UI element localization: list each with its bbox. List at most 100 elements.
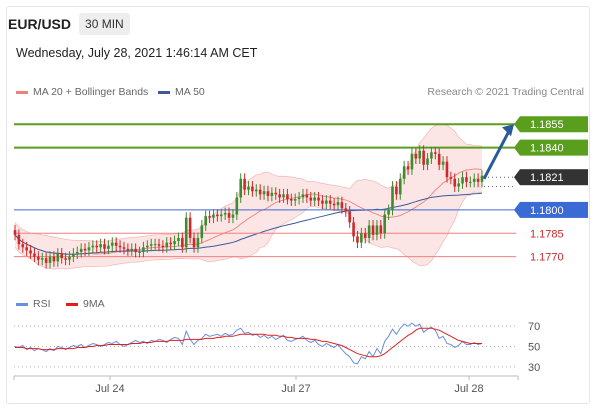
- candle-body: [476, 178, 480, 182]
- candle-body: [266, 191, 270, 196]
- candle-body: [367, 225, 371, 238]
- level-1-1821-pointer: [514, 169, 520, 186]
- candle-body: [223, 213, 227, 215]
- candle-body: [146, 245, 149, 248]
- rsi-tick-30: 30: [528, 362, 540, 374]
- candle-body: [130, 248, 134, 251]
- forecast-arrow-head: [502, 124, 514, 137]
- candle-body: [114, 242, 118, 246]
- candle-body: [161, 245, 165, 248]
- candle-body: [469, 181, 472, 183]
- candle-body: [56, 253, 60, 262]
- candle-body: [107, 245, 110, 249]
- candle-body: [290, 199, 293, 201]
- candle-body: [91, 245, 95, 248]
- candle-body: [356, 236, 359, 243]
- candle-body: [87, 247, 91, 251]
- candle-body: [247, 186, 250, 190]
- candle-body: [449, 177, 453, 179]
- candle-body: [235, 197, 239, 215]
- candle-body: [325, 200, 328, 204]
- candle-body: [99, 244, 102, 248]
- chart-frame: [6, 6, 590, 404]
- level-1-1800-label: 1.1800: [530, 205, 564, 217]
- candle-body: [286, 194, 289, 200]
- candle-body: [169, 242, 172, 245]
- candle-body: [118, 245, 122, 248]
- candle-body: [138, 251, 141, 253]
- ma20-legend: MA 20 + Bollinger Bands: [16, 86, 148, 98]
- candle-body: [379, 225, 383, 234]
- rsi-tick-70: 70: [528, 321, 540, 333]
- x-axis-label: Jul 27: [281, 383, 310, 395]
- rsi-ma9-line: [15, 327, 482, 358]
- chart-header: EUR/USD 30 MIN: [8, 12, 130, 36]
- candle-body: [336, 202, 340, 206]
- candle-body: [426, 158, 429, 165]
- candle-body: [126, 248, 130, 251]
- level-1-1840-box: [520, 139, 588, 156]
- candle-body: [406, 166, 410, 170]
- candle-body: [402, 166, 406, 179]
- candle-body: [344, 208, 348, 212]
- candle-body: [387, 209, 390, 215]
- ma20-line: [14, 168, 483, 255]
- candle-body: [134, 248, 137, 252]
- candle-body: [37, 256, 40, 260]
- candle-body: [219, 214, 223, 217]
- candle-body: [340, 202, 344, 209]
- ma50-legend: MA 50: [158, 86, 205, 98]
- level-1-1800-box: [520, 201, 588, 218]
- candle-body: [79, 248, 83, 252]
- candle-body: [258, 189, 262, 195]
- candle-body: [52, 256, 56, 262]
- candle-body: [282, 194, 285, 198]
- candle-body: [200, 225, 204, 238]
- candle-body: [457, 183, 460, 187]
- candle-body: [204, 216, 207, 226]
- candle-body: [157, 244, 161, 246]
- candle-body: [13, 230, 17, 235]
- candle-body: [149, 244, 153, 246]
- candle-body: [227, 213, 231, 218]
- candle-body: [398, 178, 402, 195]
- level-1-1785-label: 1.1785: [530, 228, 564, 240]
- candle-body: [64, 258, 67, 260]
- candle-body: [437, 153, 441, 165]
- candle-body: [231, 214, 235, 218]
- candle-body: [313, 197, 316, 201]
- candle-body: [480, 175, 484, 182]
- ma9-swatch: [66, 302, 78, 306]
- candle-body: [103, 244, 106, 249]
- candle-body: [270, 192, 274, 196]
- rsi-line: [14, 322, 483, 365]
- candle-body: [441, 161, 445, 165]
- candle-body: [188, 217, 192, 238]
- rsi-swatch: [16, 302, 28, 306]
- candle-body: [332, 203, 336, 206]
- candle-body: [216, 214, 219, 217]
- candle-body: [254, 189, 258, 192]
- candle-body: [21, 244, 25, 248]
- candle-body: [165, 242, 169, 248]
- candle-body: [192, 237, 196, 248]
- candle-body: [72, 253, 75, 257]
- candle-body: [371, 225, 375, 235]
- candle-body: [251, 186, 254, 192]
- ma9-legend: 9MA: [66, 298, 105, 310]
- candle-body: [243, 178, 246, 190]
- ma20-legend-label: MA 20 + Bollinger Bands: [33, 86, 149, 98]
- candle-body: [472, 178, 476, 182]
- candle-body: [122, 247, 126, 249]
- candle-body: [414, 153, 418, 159]
- candle-body: [434, 152, 437, 154]
- candle-body: [33, 253, 36, 257]
- level-1-1770-label: 1.1770: [530, 252, 564, 264]
- candle-body: [95, 245, 99, 248]
- candle-body: [239, 178, 243, 198]
- timeframe-badge[interactable]: 30 MIN: [79, 13, 130, 35]
- candle-body: [68, 256, 71, 260]
- candle-body: [17, 234, 21, 245]
- symbol-label: EUR/USD: [8, 16, 72, 32]
